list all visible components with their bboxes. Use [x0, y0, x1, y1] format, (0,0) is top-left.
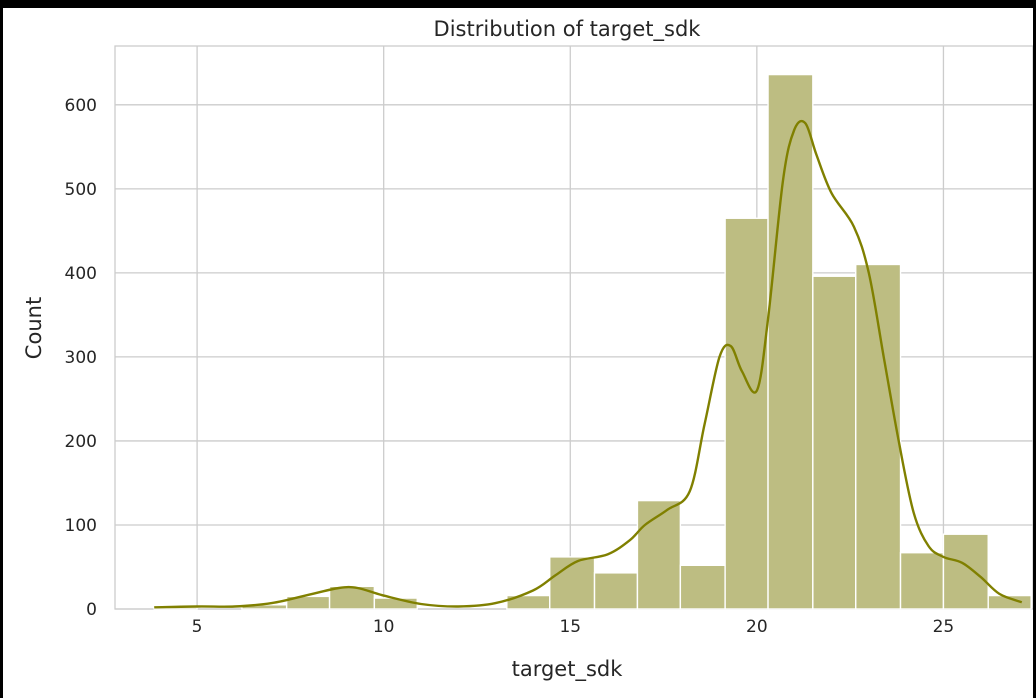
x-tick-label: 25 [933, 617, 955, 637]
histogram-bar [987, 594, 1032, 610]
x-tick-label: 10 [373, 617, 395, 637]
y-tick-label: 0 [86, 600, 97, 620]
histogram-bar [812, 275, 857, 610]
histogram-bar [942, 533, 989, 610]
histogram-bar [724, 217, 769, 610]
histogram-bar [636, 499, 682, 610]
histogram-bar [899, 552, 945, 610]
chart-title: Distribution of target_sdk [434, 17, 702, 42]
x-tick-label: 15 [559, 617, 581, 637]
x-tick-label: 5 [192, 617, 203, 637]
x-axis-label: target_sdk [512, 657, 624, 682]
y-tick-label: 400 [65, 264, 97, 284]
y-tick-label: 100 [65, 516, 97, 536]
y-tick-labels: 0 100 200 300 400 500 600 [65, 96, 97, 620]
histogram-bar [855, 263, 902, 610]
y-tick-label: 300 [65, 348, 97, 368]
y-tick-label: 500 [65, 180, 97, 200]
histogram-bar [679, 564, 726, 610]
histogram-chart: 5 10 15 20 25 0 100 200 300 400 500 600 Distributi… [22, 17, 1033, 682]
y-tick-label: 600 [65, 96, 97, 116]
histogram-bars [153, 73, 1032, 610]
x-tick-labels: 5 10 15 20 25 [192, 617, 955, 637]
y-axis-label: Count [22, 297, 46, 359]
histogram-bar [767, 73, 814, 610]
kde-curve [154, 119, 1023, 609]
x-tick-label: 20 [746, 617, 768, 637]
histogram-bar [593, 572, 639, 610]
y-tick-label: 200 [65, 432, 97, 452]
chart-figure: 5 10 15 20 25 0 100 200 300 400 500 600 Distributi… [3, 8, 1033, 698]
